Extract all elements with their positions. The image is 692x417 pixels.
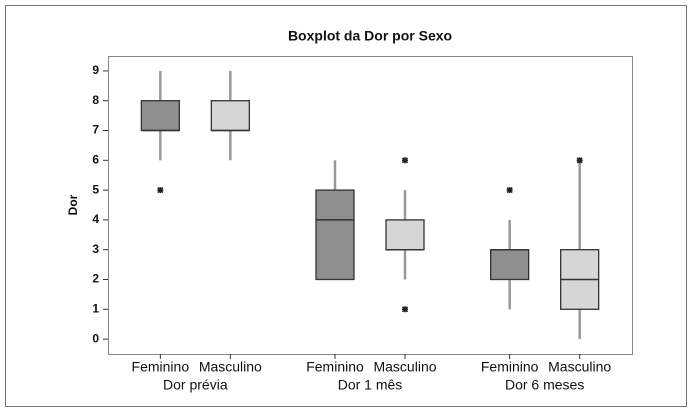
category-label: Feminino [481, 359, 539, 375]
y-tick-label: 9 [92, 63, 99, 77]
y-tick-label: 2 [92, 272, 99, 286]
category-label: Masculino [373, 359, 436, 375]
plot-area [108, 56, 633, 355]
outlier [576, 157, 583, 164]
y-tick-label: 4 [92, 212, 99, 226]
box [490, 249, 530, 281]
group-label: Dor 6 meses [505, 377, 584, 393]
category-label: Feminino [306, 359, 364, 375]
outlier [401, 306, 409, 313]
group-label: Dor 1 mês [338, 377, 403, 393]
y-tick-label: 3 [92, 242, 99, 256]
y-tick-label: 1 [92, 301, 99, 315]
y-tick-label: 8 [92, 93, 99, 107]
y-tick-label: 7 [92, 123, 99, 137]
y-tick-label: 0 [92, 331, 99, 345]
y-axis-label: Dor [66, 194, 80, 215]
outlier [157, 187, 164, 194]
category-label: Feminino [132, 359, 190, 375]
box [210, 100, 250, 132]
category-label: Masculino [199, 359, 262, 375]
group-label: Dor prévia [163, 377, 228, 393]
category-label: Masculino [548, 359, 611, 375]
outlier [506, 187, 513, 194]
y-tick-label: 5 [92, 182, 99, 196]
outlier [401, 157, 409, 164]
box [385, 219, 425, 251]
box [140, 100, 180, 132]
chart-title: Boxplot da Dor por Sexo [288, 28, 452, 44]
y-tick-label: 6 [92, 152, 99, 166]
box [315, 189, 355, 281]
